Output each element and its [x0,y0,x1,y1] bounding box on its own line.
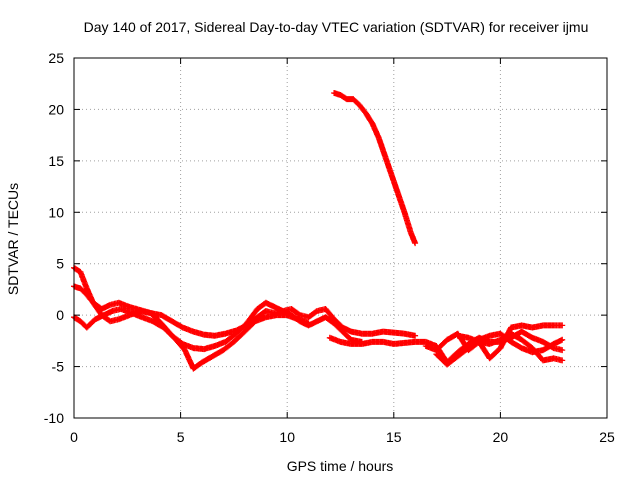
y-tick-label: 25 [48,50,64,66]
y-tick-label: -5 [52,359,65,375]
x-tick-label: 20 [493,429,509,445]
x-tick-label: 5 [177,429,185,445]
x-tick-label: 15 [386,429,402,445]
y-tick-label: 15 [48,153,64,169]
y-axis-label: SDTVAR / TECUs [5,183,21,295]
plot-frame [73,57,608,419]
chart-title: Day 140 of 2017, Sidereal Day-to-day VTE… [84,19,589,35]
y-tick-label: 0 [56,307,64,323]
x-tick-label: 10 [279,429,295,445]
x-axis-label: GPS time / hours [287,458,394,474]
series-prn-h [454,330,566,364]
x-tick-label: 0 [70,429,78,445]
x-tick-label: 25 [599,429,615,445]
y-tick-label: 10 [48,204,64,220]
tick-layer: 0 5 10 15 20 25 -10 -5 0 5 10 15 20 25 [44,50,615,445]
grid-layer [74,58,607,418]
series-prn-d [331,90,419,247]
y-tick-label: -10 [44,410,64,426]
y-tick-label: 20 [48,101,64,117]
y-tick-label: 5 [56,256,64,272]
data-point-markers [454,330,566,364]
data-point-markers [331,90,419,247]
